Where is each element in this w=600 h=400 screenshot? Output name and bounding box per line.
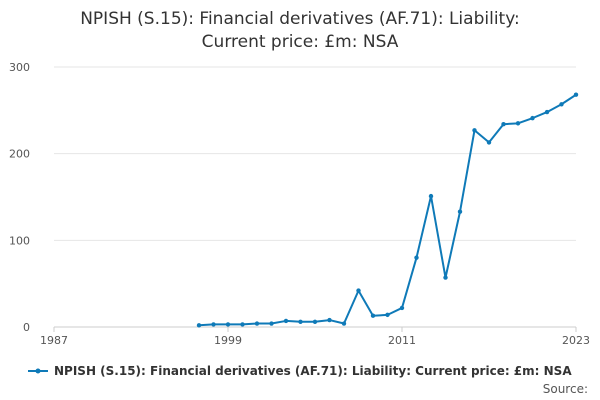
y-tick-label: 100: [9, 234, 30, 247]
y-tick-label: 0: [23, 321, 30, 334]
data-point: [211, 322, 216, 327]
chart-title: NPISH (S.15): Financial derivatives (AF.…: [80, 9, 520, 52]
x-tick-label: 1999: [214, 334, 242, 347]
data-point: [225, 322, 231, 327]
data-point: [240, 322, 245, 327]
legend: NPISH (S.15): Financial derivatives (AF.…: [28, 364, 572, 378]
data-point: [544, 109, 550, 115]
data-point: [298, 319, 303, 324]
x-tick-label: 2011: [388, 334, 416, 347]
data-point: [414, 255, 419, 260]
data-point: [312, 319, 318, 324]
data-point: [559, 102, 564, 107]
data-point: [515, 121, 521, 126]
data-point: [486, 140, 492, 145]
y-gridlines: [54, 66, 576, 241]
data-series: [196, 92, 579, 328]
data-point: [341, 321, 347, 326]
data-point: [327, 317, 332, 323]
data-point: [472, 128, 477, 133]
data-point: [399, 305, 405, 311]
data-point: [457, 209, 463, 214]
data-point: [196, 323, 202, 328]
data-point: [443, 275, 448, 280]
data-point: [283, 318, 289, 324]
data-point: [370, 313, 376, 318]
chart-title-line-1: NPISH (S.15): Financial derivatives (AF.…: [80, 9, 520, 29]
series-line: [198, 93, 577, 327]
data-point: [428, 193, 434, 199]
data-point: [269, 321, 274, 326]
y-tick-label: 300: [9, 61, 30, 74]
x-axis: 1987 1999 2011 2023: [40, 326, 590, 347]
x-tick-label: 1987: [40, 334, 68, 347]
y-axis-tick-labels: 0 100 200 300: [9, 61, 30, 334]
data-point: [254, 321, 260, 326]
x-tick-label: 2023: [562, 334, 590, 347]
legend-label: NPISH (S.15): Financial derivatives (AF.…: [54, 364, 572, 378]
data-point: [385, 312, 390, 318]
data-point: [501, 122, 506, 127]
data-point: [573, 92, 579, 97]
legend-marker-swatch: [35, 368, 41, 374]
data-point: [530, 115, 535, 121]
data-point: [356, 288, 361, 293]
chart-title-line-2: Current price: £m: NSA: [202, 32, 399, 52]
y-tick-label: 200: [9, 148, 30, 161]
source-label: Source:: [543, 382, 588, 396]
